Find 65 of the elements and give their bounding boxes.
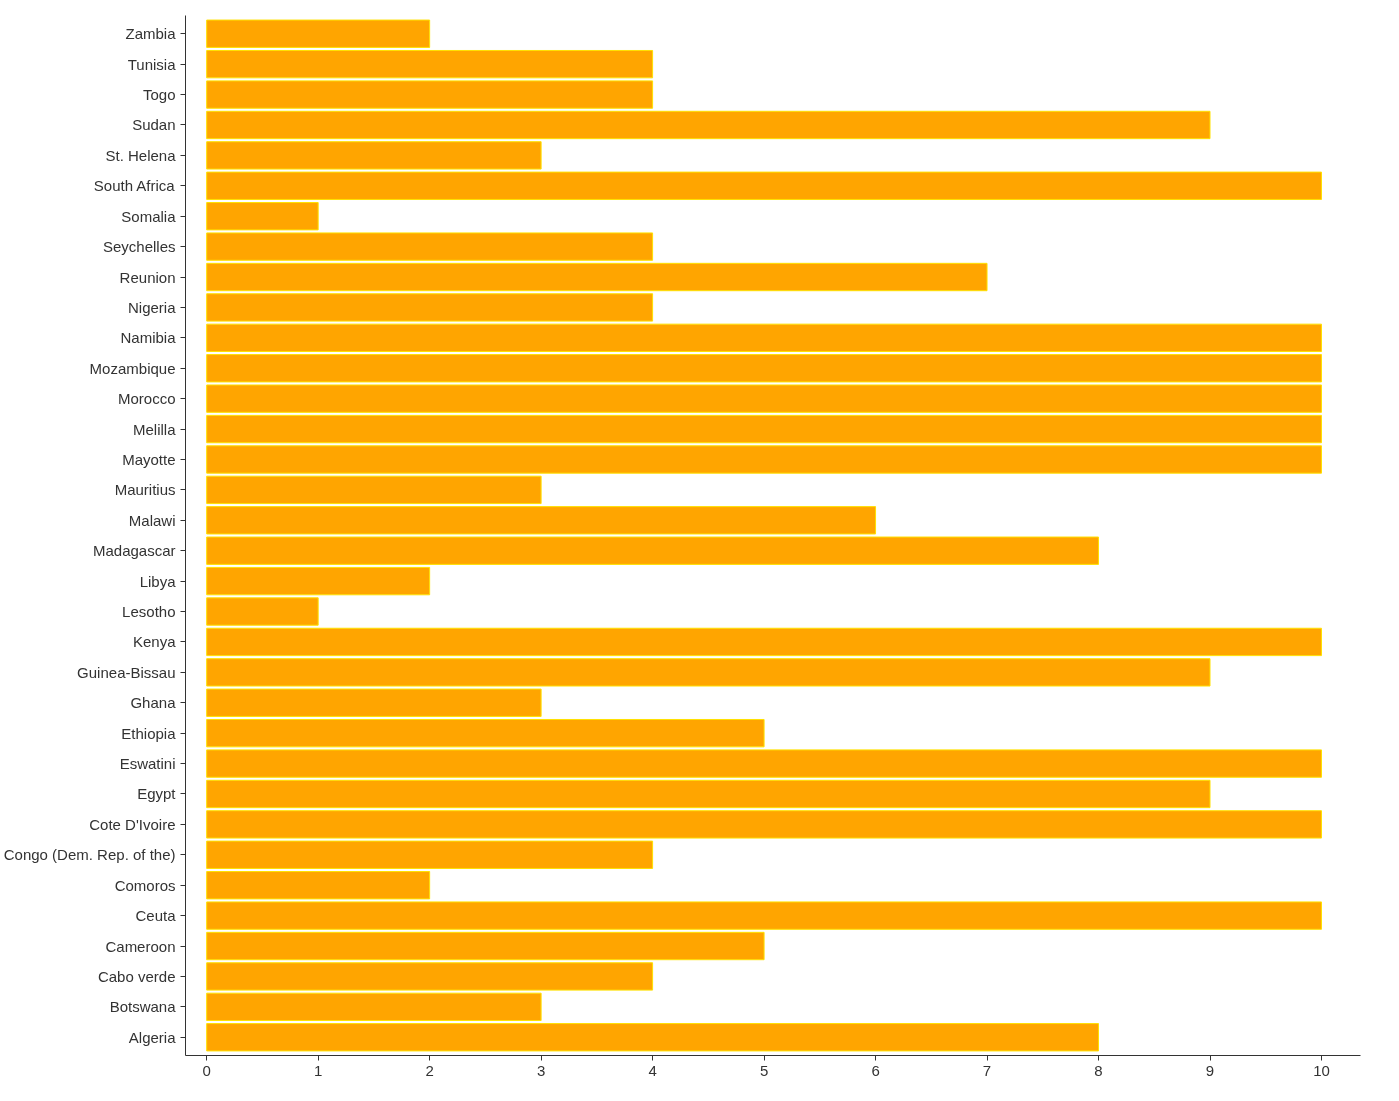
bar bbox=[206, 445, 1322, 474]
x-tick-label: 2 bbox=[425, 1061, 434, 1079]
x-tick-label: 1 bbox=[313, 1061, 323, 1079]
bar bbox=[206, 110, 1211, 140]
x-tick-label: 5 bbox=[759, 1061, 769, 1079]
bar bbox=[206, 992, 542, 1022]
bar bbox=[206, 779, 1211, 809]
y-tick-label: Melilla bbox=[132, 420, 177, 438]
y-tick-label: Egypt bbox=[137, 785, 177, 803]
y-tick-label: Seychelles bbox=[102, 238, 176, 256]
bar bbox=[206, 49, 654, 79]
bar bbox=[206, 293, 654, 322]
y-tick-label: Tunisia bbox=[127, 55, 177, 73]
bar bbox=[206, 414, 1322, 444]
bar bbox=[206, 1023, 1100, 1052]
y-tick-label: Mozambique bbox=[89, 359, 176, 377]
y-tick-label: Malawi bbox=[128, 511, 176, 529]
x-tick-label: 8 bbox=[1094, 1061, 1103, 1079]
y-tick-label: Kenya bbox=[132, 633, 177, 651]
bar bbox=[206, 566, 431, 596]
y-tick-label: Somalia bbox=[121, 207, 177, 225]
bar bbox=[206, 931, 765, 961]
y-tick-label: Cote D'Ivoire bbox=[89, 815, 176, 833]
y-tick-label: Algeria bbox=[128, 1028, 177, 1046]
y-tick-label: Madagascar bbox=[92, 542, 176, 560]
bar bbox=[206, 262, 988, 292]
y-tick-label: Ethiopia bbox=[121, 724, 177, 742]
bar bbox=[206, 19, 431, 48]
bar bbox=[206, 323, 1322, 353]
x-tick-label: 4 bbox=[648, 1061, 657, 1079]
x-tick-label: 6 bbox=[871, 1061, 880, 1079]
y-tick-label: Eswatini bbox=[119, 755, 176, 773]
y-tick-label: Cameroon bbox=[105, 937, 176, 955]
y-tick-label: Namibia bbox=[120, 329, 177, 347]
y-tick-label: Congo (Dem. Rep. of the) bbox=[3, 846, 176, 864]
x-tick-label: 0 bbox=[202, 1061, 211, 1079]
y-tick-label: Ceuta bbox=[135, 907, 177, 925]
y-tick-label: Sudan bbox=[132, 116, 176, 134]
y-tick-label: Togo bbox=[142, 86, 176, 104]
y-tick-label: Guinea-Bissau bbox=[77, 663, 176, 681]
bar bbox=[206, 718, 765, 748]
y-tick-label: Cabo verde bbox=[97, 967, 176, 985]
y-tick-label: South Africa bbox=[93, 177, 176, 195]
y-tick-label: Lesotho bbox=[122, 603, 176, 621]
y-tick-label: Mauritius bbox=[114, 481, 176, 499]
bar bbox=[206, 962, 654, 991]
y-tick-label: Nigeria bbox=[127, 298, 177, 316]
bar bbox=[206, 80, 654, 109]
x-tick-label: 7 bbox=[982, 1061, 992, 1079]
y-tick-label: Comoros bbox=[114, 876, 176, 894]
y-tick-label: Mayotte bbox=[122, 450, 176, 468]
y-tick-label: Libya bbox=[139, 572, 177, 590]
x-tick-label: 10 bbox=[1313, 1061, 1330, 1079]
bar bbox=[206, 475, 542, 505]
y-tick-label: Zambia bbox=[125, 25, 177, 43]
y-tick-label: Morocco bbox=[117, 390, 176, 408]
y-tick-label: Botswana bbox=[109, 998, 177, 1016]
x-tick-label: 9 bbox=[1205, 1061, 1215, 1079]
bar bbox=[206, 749, 1322, 778]
x-tick-label: 3 bbox=[536, 1061, 546, 1079]
y-tick-label: Ghana bbox=[130, 694, 177, 712]
y-tick-label: Reunion bbox=[119, 268, 176, 286]
bar bbox=[206, 627, 1322, 657]
bar bbox=[206, 597, 319, 626]
y-tick-label: St. Helena bbox=[105, 146, 177, 164]
